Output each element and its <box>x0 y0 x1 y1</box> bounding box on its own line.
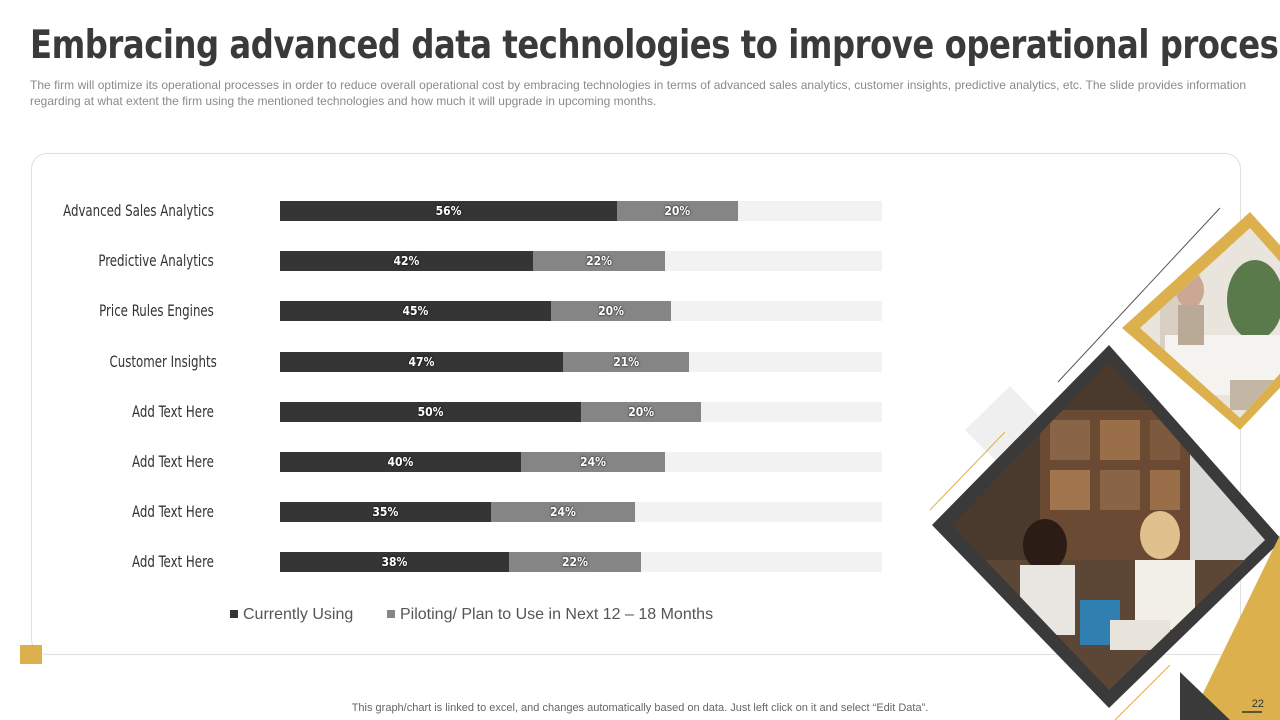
legend-item-piloting: Piloting/ Plan to Use in Next 12 – 18 Mo… <box>387 606 713 624</box>
bar-track: 47% 21% <box>280 352 882 372</box>
category-label: Price Rules Engines <box>99 301 214 320</box>
legend-item-currently-using: Currently Using <box>230 606 353 624</box>
data-label: 35% <box>372 505 399 519</box>
data-label: 21% <box>613 355 640 369</box>
category-label: Predictive Analytics <box>98 251 214 270</box>
legend-swatch-piloting <box>387 610 395 618</box>
legend-swatch-currently-using <box>230 610 238 618</box>
bar-currently-using[interactable]: 42% <box>280 251 533 271</box>
data-label: 38% <box>381 555 408 569</box>
gold-accent-square <box>20 645 42 664</box>
decor-line <box>929 431 1006 511</box>
decor-line <box>1114 664 1171 720</box>
data-label: 20% <box>664 204 691 218</box>
bar-piloting[interactable]: 20% <box>550 301 672 321</box>
data-label: 20% <box>598 304 624 318</box>
bar-track: 40% 24% <box>280 452 882 472</box>
category-label: Customer Insights <box>109 352 217 371</box>
data-label: 50% <box>417 405 444 419</box>
data-label: 20% <box>628 405 655 419</box>
slide-title: Embracing advanced data technologies to … <box>30 23 1280 68</box>
bar-piloting[interactable]: 24% <box>490 502 636 522</box>
data-label: 45% <box>402 304 429 318</box>
bar-piloting[interactable]: 22% <box>508 552 642 572</box>
category-label: Add Text Here <box>132 402 214 421</box>
bar-currently-using[interactable]: 40% <box>280 452 521 472</box>
data-label: 47% <box>408 355 435 369</box>
bar-piloting[interactable]: 20% <box>581 402 702 422</box>
bar-piloting[interactable]: 21% <box>562 352 690 372</box>
bar-track: 38% 22% <box>280 552 882 572</box>
bar-currently-using[interactable]: 38% <box>280 552 509 572</box>
data-label: 24% <box>580 455 606 469</box>
bar-currently-using[interactable]: 50% <box>280 402 581 422</box>
bar-track: 35% 24% <box>280 502 882 522</box>
category-label: Add Text Here <box>132 552 214 571</box>
bar-currently-using[interactable]: 45% <box>280 301 551 321</box>
category-label: Advanced Sales Analytics <box>63 201 214 220</box>
page-number: 22 <box>1251 698 1264 710</box>
bar-piloting[interactable]: 24% <box>520 452 666 472</box>
data-label: 22% <box>586 254 612 268</box>
slide-subtitle: The firm will optimize its operational p… <box>30 78 1246 108</box>
category-label: Add Text Here <box>132 452 214 471</box>
data-label: 56% <box>435 204 462 218</box>
legend-label: Piloting/ Plan to Use in Next 12 – 18 Mo… <box>400 606 714 623</box>
category-label: Add Text Here <box>132 502 214 521</box>
bar-track: 42% 22% <box>280 251 882 271</box>
data-label: 40% <box>387 455 414 469</box>
bar-piloting[interactable]: 22% <box>532 251 666 271</box>
decor-light-diamond <box>965 386 1050 470</box>
bar-piloting[interactable]: 20% <box>617 201 738 221</box>
bar-track: 56% 20% <box>280 201 882 221</box>
bar-currently-using[interactable]: 56% <box>280 201 618 221</box>
data-label: 42% <box>393 254 420 268</box>
footer-note: This graph/chart is linked to excel, and… <box>351 702 929 714</box>
bar-currently-using[interactable]: 47% <box>280 352 563 372</box>
bar-currently-using[interactable]: 35% <box>280 502 491 522</box>
legend-label: Currently Using <box>243 606 354 623</box>
data-label: 24% <box>550 505 576 519</box>
bar-track: 50% 20% <box>280 402 882 422</box>
data-label: 22% <box>562 555 588 569</box>
decor-line <box>1057 207 1221 383</box>
bar-track: 45% 20% <box>280 301 882 321</box>
decor-gold-triangle <box>1190 535 1280 720</box>
decor-dark-triangle <box>1180 672 1230 720</box>
